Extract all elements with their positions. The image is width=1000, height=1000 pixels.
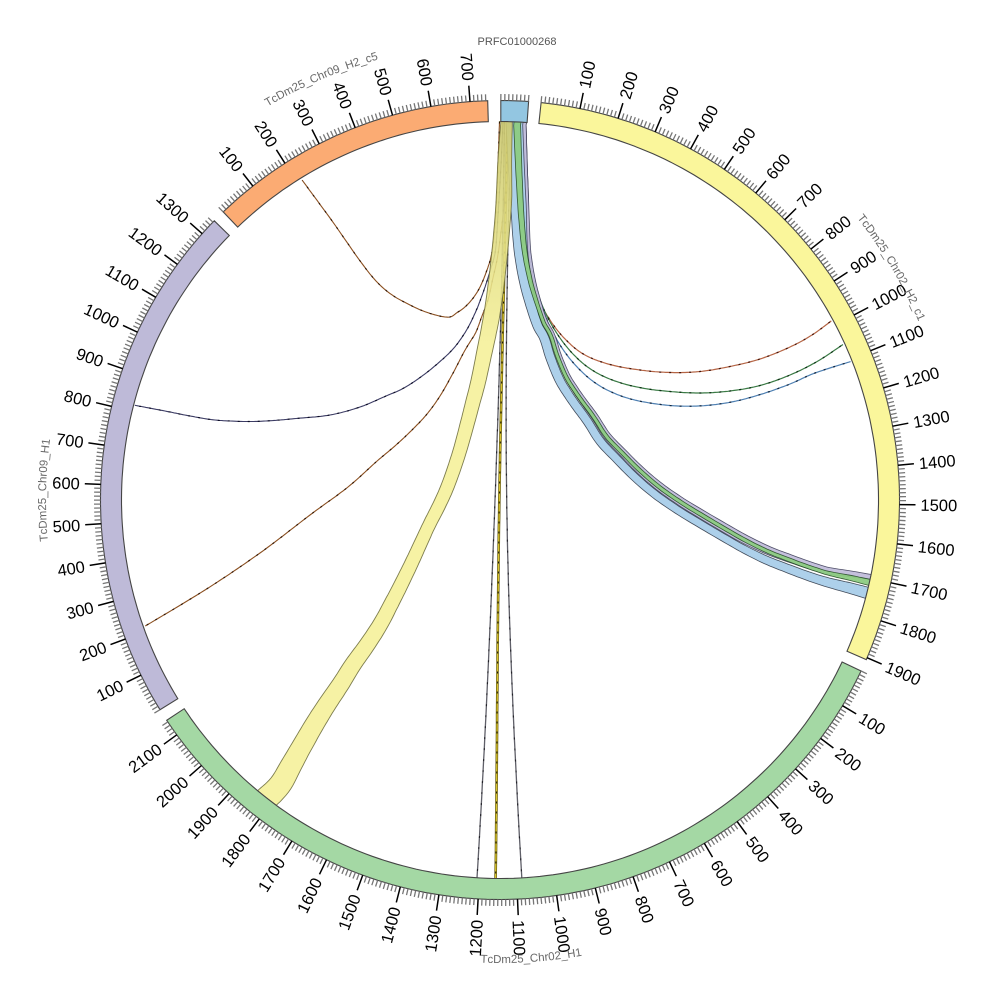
svg-text:2: 2 [905, 295, 919, 306]
svg-text:9: 9 [332, 63, 342, 76]
svg-text:c: c [38, 528, 50, 535]
svg-text:2: 2 [37, 504, 49, 511]
svg-text:m: m [501, 954, 511, 966]
svg-text:600: 600 [52, 474, 80, 493]
svg-text:c: c [364, 52, 373, 65]
svg-text:h: h [887, 261, 901, 273]
svg-text:h: h [37, 476, 49, 483]
svg-text:5: 5 [517, 953, 524, 965]
svg-text:0: 0 [548, 951, 556, 964]
svg-text:400: 400 [56, 558, 86, 580]
svg-text:c: c [487, 954, 493, 966]
svg-text:2: 2 [352, 56, 362, 69]
svg-text:m: m [37, 511, 49, 521]
svg-text:1: 1 [40, 438, 53, 446]
svg-text:5: 5 [296, 78, 307, 92]
svg-text:r: r [38, 472, 50, 477]
svg-text:1100: 1100 [508, 920, 528, 956]
svg-text:T: T [480, 954, 487, 966]
svg-text:800: 800 [62, 387, 93, 411]
svg-text:T: T [38, 534, 51, 542]
svg-text:500: 500 [52, 517, 81, 537]
svg-text:5: 5 [876, 243, 890, 255]
svg-text:2: 2 [511, 954, 518, 966]
svg-text:_: _ [337, 61, 349, 75]
svg-text:D: D [493, 954, 501, 966]
svg-text:_: _ [37, 491, 49, 499]
svg-text:c: c [269, 92, 280, 105]
svg-text:0: 0 [893, 270, 907, 281]
svg-text:r: r [322, 68, 330, 81]
svg-text:700: 700 [55, 431, 85, 453]
svg-text:h: h [316, 69, 327, 83]
svg-text:1: 1 [574, 947, 582, 960]
svg-text:100: 100 [576, 59, 599, 90]
svg-text:_: _ [522, 953, 531, 965]
svg-text:1300: 1300 [422, 914, 445, 953]
svg-text:D: D [37, 520, 49, 529]
svg-text:1: 1 [913, 312, 927, 323]
svg-text:0: 0 [326, 66, 336, 80]
svg-text:1400: 1400 [918, 452, 956, 473]
svg-text:9: 9 [38, 459, 50, 466]
svg-text:_: _ [357, 54, 368, 68]
svg-text:5: 5 [370, 51, 379, 64]
svg-text:2: 2 [290, 81, 301, 95]
svg-text:c: c [911, 307, 924, 317]
svg-text:1000: 1000 [550, 915, 573, 954]
svg-text:0: 0 [38, 466, 50, 473]
svg-text:2: 2 [896, 276, 910, 287]
svg-text:700: 700 [456, 53, 476, 82]
svg-text:r: r [891, 267, 903, 276]
svg-text:C: C [37, 483, 49, 492]
svg-text:PRFC01000268: PRFC01000268 [478, 36, 557, 48]
svg-text:1600: 1600 [917, 538, 955, 560]
svg-text:H: H [39, 444, 52, 454]
svg-text:_: _ [559, 949, 569, 962]
svg-text:600: 600 [413, 57, 436, 87]
svg-text:2: 2 [554, 950, 562, 963]
svg-text:_: _ [39, 452, 52, 461]
svg-text:h: h [538, 952, 545, 965]
svg-text:C: C [529, 952, 538, 965]
svg-text:H: H [344, 58, 356, 72]
svg-text:5: 5 [37, 498, 49, 504]
svg-text:r: r [544, 951, 549, 963]
svg-text:1200: 1200 [467, 919, 487, 957]
svg-text:H: H [566, 948, 576, 961]
svg-text:1500: 1500 [920, 497, 957, 515]
